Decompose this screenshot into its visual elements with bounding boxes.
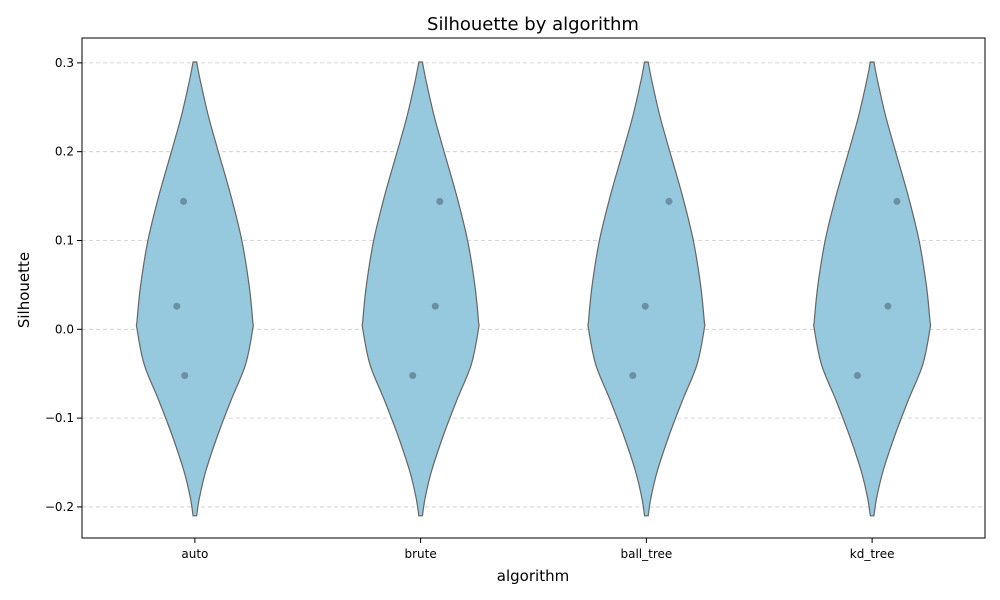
violin-auto xyxy=(135,61,254,517)
chart-title: Silhouette by algorithm xyxy=(427,14,639,35)
point-kd_tree xyxy=(884,302,892,310)
x-tick-label-brute: brute xyxy=(405,547,437,561)
x-axis-title: algorithm xyxy=(497,567,569,585)
violin-kd_tree xyxy=(813,61,932,517)
y-tick-label: −0.2 xyxy=(45,500,74,514)
plot-frame xyxy=(81,37,986,539)
violin-brute xyxy=(361,61,480,517)
y-tick-label: 0.2 xyxy=(55,145,74,159)
x-tick-label-kd_tree: kd_tree xyxy=(850,547,895,561)
x-tick-label-ball_tree: ball_tree xyxy=(620,547,672,561)
point-auto xyxy=(180,197,188,205)
point-brute xyxy=(431,302,439,310)
x-tick-label-auto: auto xyxy=(181,547,208,561)
y-tick-label: 0.3 xyxy=(55,56,74,70)
point-auto xyxy=(181,371,189,379)
y-tick-label: 0.1 xyxy=(55,233,74,247)
point-brute xyxy=(409,371,417,379)
strip-points xyxy=(173,197,901,379)
x-axis-ticks: auto brute ball_tree kd_tree xyxy=(181,538,894,561)
y-tick-label: 0.0 xyxy=(55,322,74,336)
y-tick-label: −0.1 xyxy=(45,411,74,425)
point-kd_tree xyxy=(853,371,861,379)
violins xyxy=(135,61,932,517)
point-ball_tree xyxy=(629,371,637,379)
point-kd_tree xyxy=(893,197,901,205)
point-ball_tree xyxy=(641,302,649,310)
y-axis-ticks: −0.2 −0.1 0.0 0.1 0.2 0.3 xyxy=(45,56,82,514)
y-axis-title: Silhouette xyxy=(15,252,33,328)
point-ball_tree xyxy=(665,197,673,205)
violin-ball_tree xyxy=(587,61,706,517)
point-brute xyxy=(436,197,444,205)
point-auto xyxy=(173,302,181,310)
